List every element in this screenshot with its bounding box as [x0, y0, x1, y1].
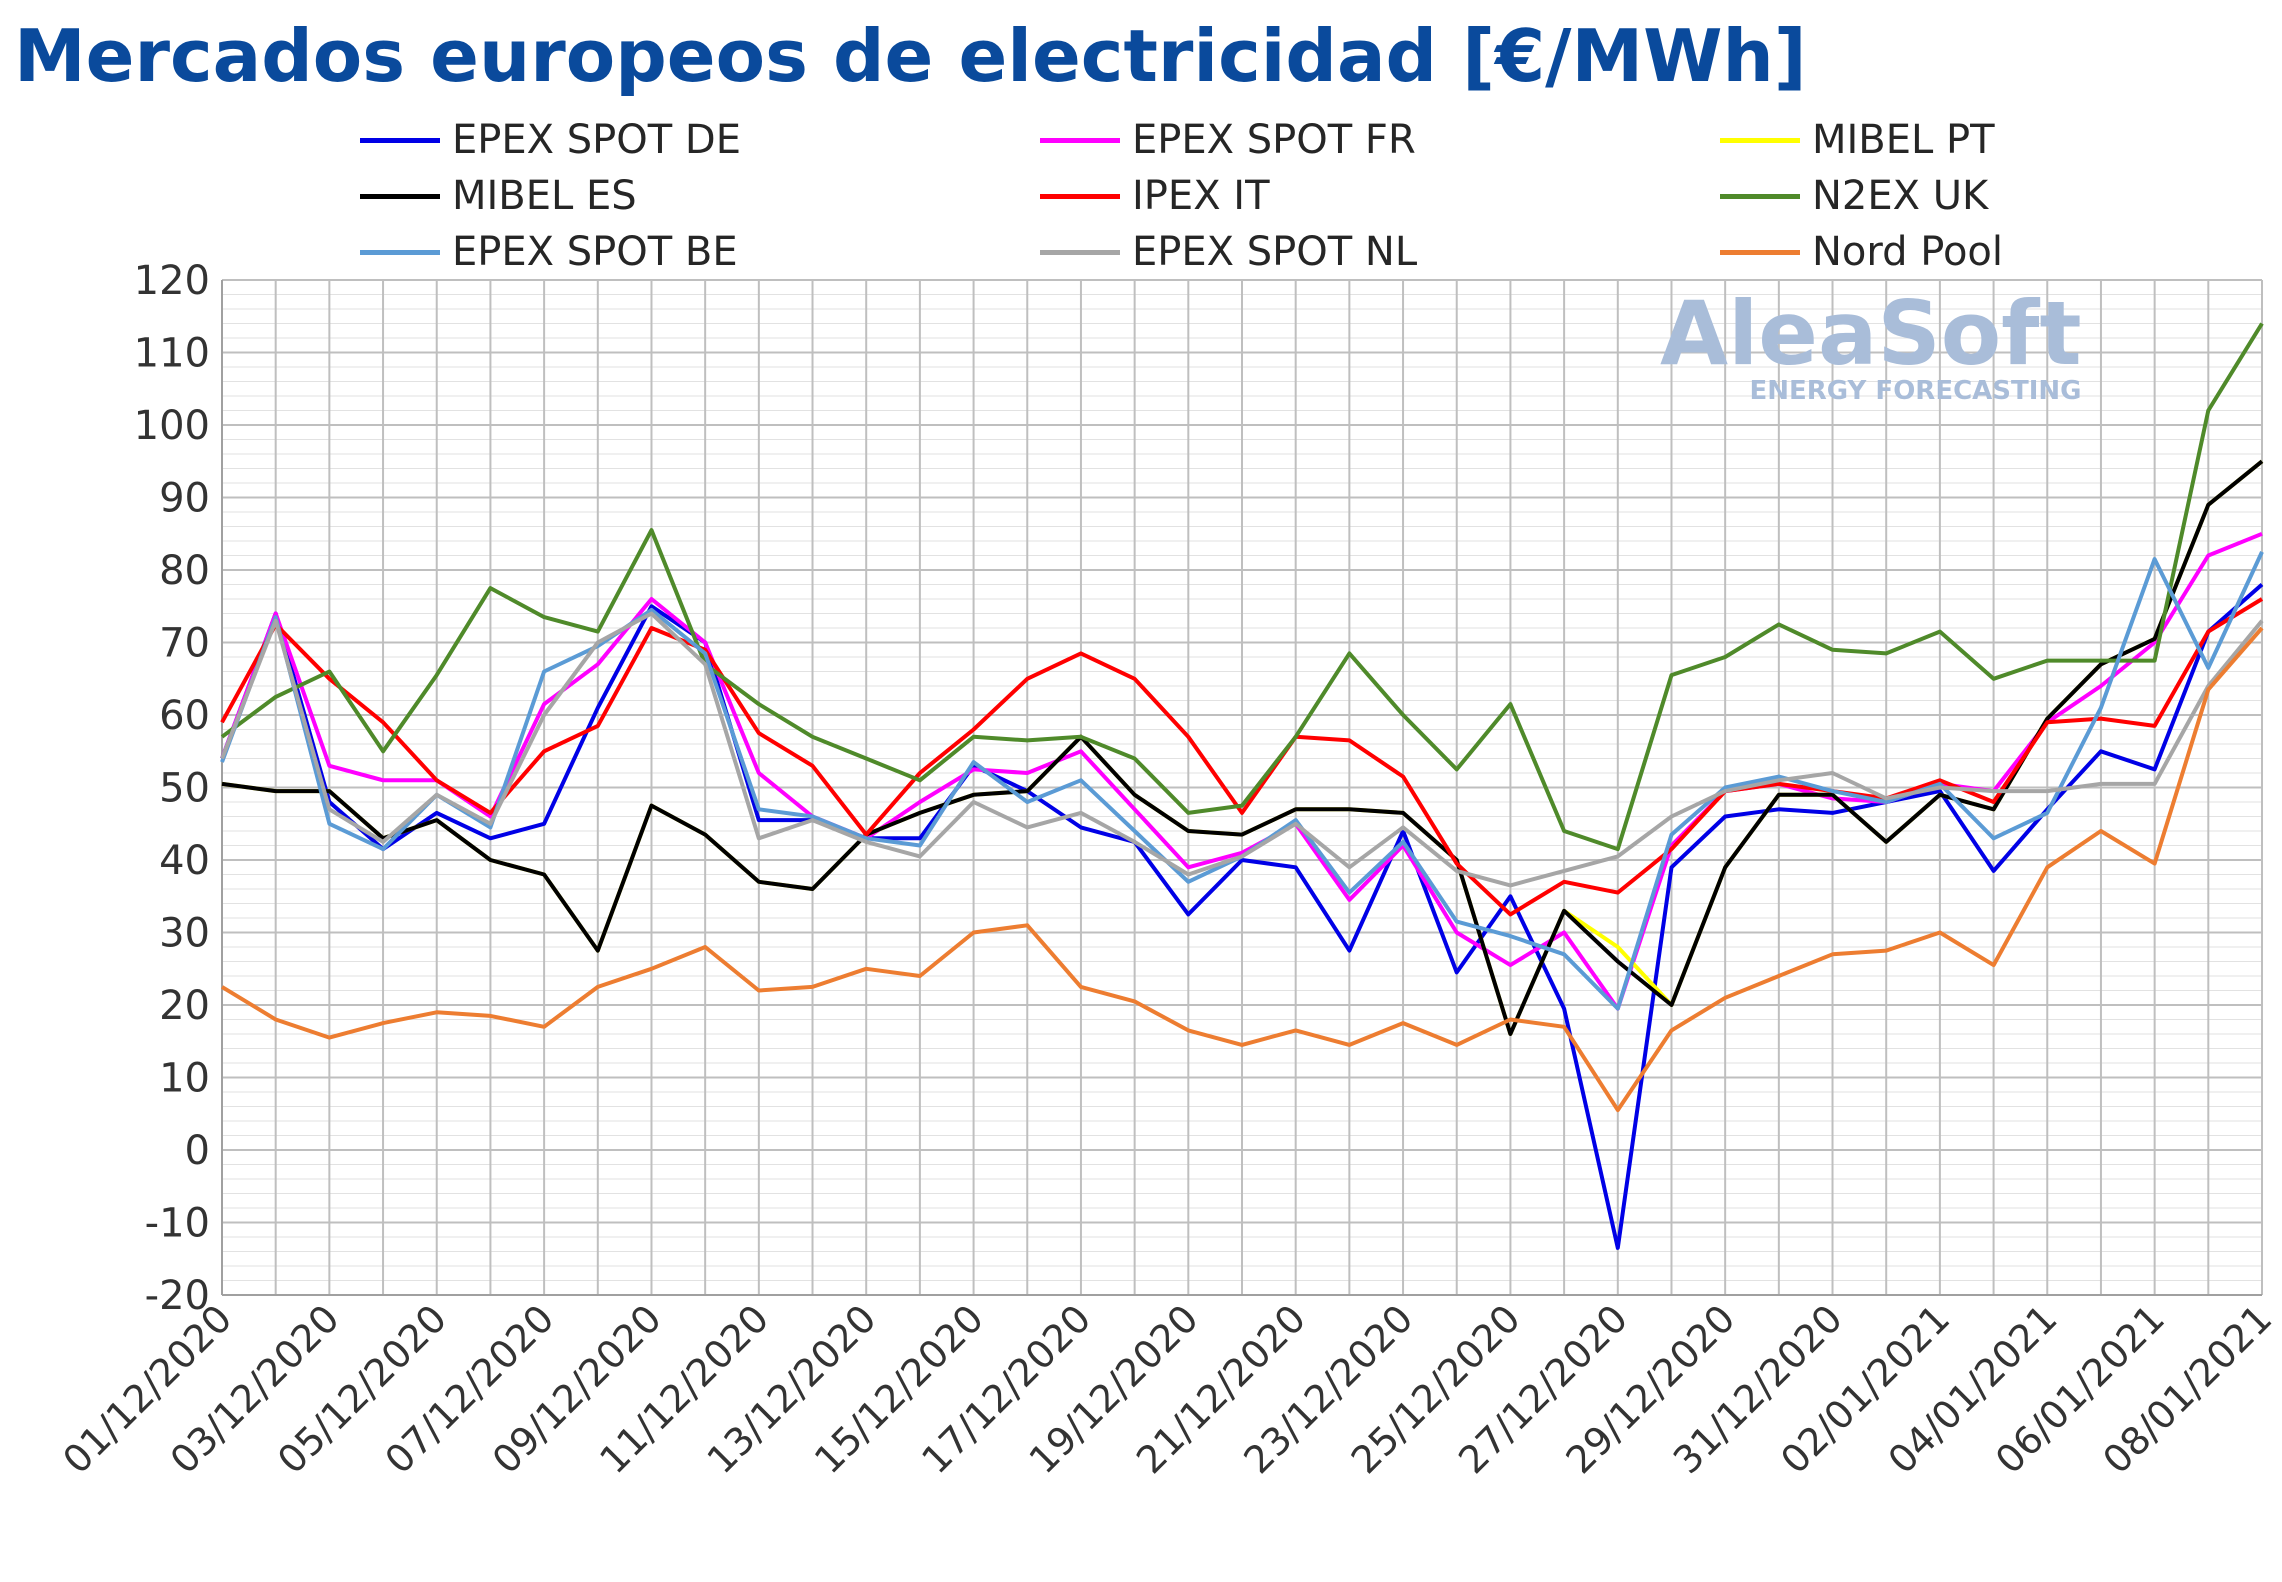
- legend-label: EPEX SPOT NL: [1132, 229, 1418, 275]
- aleasoft-watermark-logo: AleaSoft ENERGY FORECASTING: [1660, 282, 2082, 407]
- legend-label: EPEX SPOT DE: [452, 117, 742, 163]
- legend-label: EPEX SPOT BE: [452, 229, 738, 275]
- legend-swatch: [1720, 137, 1800, 143]
- legend-swatch: [360, 249, 440, 255]
- legend-swatch: [1040, 249, 1120, 255]
- legend-swatch: [1720, 249, 1800, 255]
- legend-swatch: [1720, 193, 1800, 199]
- legend-swatch: [360, 137, 440, 143]
- legend-label: IPEX IT: [1132, 173, 1270, 219]
- axes: [221, 280, 2262, 1296]
- watermark-tagline: ENERGY FORECASTING: [1749, 376, 2082, 406]
- x-axis-tick-labels: 01/12/202003/12/202005/12/202007/12/2020…: [54, 1296, 2280, 1482]
- y-tick-label: 110: [134, 331, 210, 377]
- legend-item: Nord Pool: [1720, 224, 2003, 280]
- legend-item: MIBEL PT: [1720, 112, 1995, 168]
- grid-lines: [221, 279, 2263, 1296]
- y-tick-label: 100: [134, 403, 210, 449]
- legend-item: EPEX SPOT DE: [360, 112, 741, 168]
- legend-swatch: [1040, 137, 1120, 143]
- y-tick-label: 120: [134, 258, 210, 304]
- legend-label: N2EX UK: [1812, 173, 1989, 219]
- legend-label: MIBEL ES: [452, 173, 637, 219]
- legend-swatch: [360, 193, 440, 199]
- legend-item: IPEX IT: [1040, 168, 1270, 224]
- watermark-name: AleaSoft: [1660, 282, 2082, 385]
- series-line-epex-spot-de: [220, 582, 2264, 1250]
- y-tick-label: 80: [159, 548, 210, 594]
- y-tick-label: 70: [159, 621, 210, 667]
- series-line-mibel-es: [221, 459, 2264, 1036]
- y-tick-label: -10: [145, 1201, 210, 1247]
- series-line-ipex-it: [220, 597, 2264, 917]
- y-tick-label: 30: [159, 911, 210, 957]
- y-tick-label: 10: [159, 1056, 210, 1102]
- legend-item: EPEX SPOT FR: [1040, 112, 1416, 168]
- y-tick-label: 0: [185, 1128, 210, 1174]
- y-tick-label: -20: [145, 1273, 210, 1319]
- series-line-epex-spot-nl: [220, 611, 2264, 888]
- y-tick-label: 40: [159, 838, 210, 884]
- y-tick-label: 50: [159, 766, 210, 812]
- legend-label: MIBEL PT: [1812, 117, 1995, 163]
- legend-item: EPEX SPOT NL: [1040, 224, 1417, 280]
- series-lines: [220, 322, 2264, 1250]
- legend-item: N2EX UK: [1720, 168, 1988, 224]
- legend-label: Nord Pool: [1812, 229, 2003, 275]
- y-tick-label: 60: [159, 693, 210, 739]
- y-tick-label: 20: [159, 983, 210, 1029]
- legend-label: EPEX SPOT FR: [1132, 117, 1416, 163]
- legend-swatch: [1040, 193, 1120, 199]
- chart-title: Mercados europeos de electricidad [€/MWh…: [14, 14, 1807, 98]
- y-tick-label: 90: [159, 476, 210, 522]
- series-line-nord-pool: [220, 626, 2264, 1113]
- series-line-n2ex-uk: [220, 322, 2264, 852]
- legend-item: EPEX SPOT BE: [360, 224, 738, 280]
- legend-item: MIBEL ES: [360, 168, 637, 224]
